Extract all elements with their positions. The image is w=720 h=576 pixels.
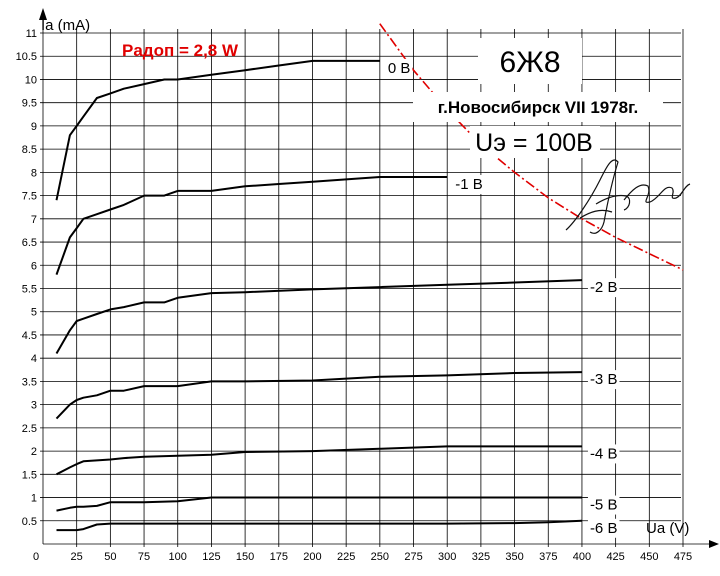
x-tick-label: 0 <box>33 551 39 563</box>
curve-labels: 0 В -1 В -2 В -3 В -4 В -5 В -6 В <box>385 58 620 538</box>
y-tick-label: 5.5 <box>22 284 37 296</box>
plate-curve <box>55 59 380 201</box>
x-tick-label: 475 <box>674 551 692 563</box>
curve-label: 0 В <box>388 60 411 77</box>
curve-label-background <box>587 444 620 464</box>
y-tick-label: 7 <box>31 214 37 226</box>
y-tick-label: 6.5 <box>22 237 37 249</box>
x-tick-label: 350 <box>505 551 523 563</box>
x-tick-label: 100 <box>169 551 187 563</box>
subtitle-box <box>413 92 663 122</box>
tick-labels: 0 25 50 75 100 125 150 175 200 225 250 275 300 325 350… <box>16 28 693 563</box>
y-tick-label: 7.5 <box>22 191 37 203</box>
curve-label: -3 В <box>590 371 618 388</box>
subtitle: г.Новосибирск VII 1978г. <box>438 98 639 117</box>
max-power-curve <box>379 23 684 271</box>
y-axis-arrow <box>39 8 47 20</box>
x-tick-label: 50 <box>104 551 116 563</box>
x-tick-label: 125 <box>202 551 220 563</box>
y-tick-label: 8 <box>31 167 37 179</box>
curve-label-background <box>587 370 620 390</box>
y-tick-label: 8.5 <box>22 144 37 156</box>
curve-label-background <box>587 518 620 538</box>
curve-label: -4 В <box>590 445 618 462</box>
title-box <box>478 38 582 84</box>
y-tick-label: 11 <box>26 28 37 40</box>
x-tick-label: 225 <box>337 551 355 563</box>
curve-label-background <box>587 495 620 515</box>
plate-curve <box>56 445 582 476</box>
y-tick-label: 10 <box>25 74 37 86</box>
plate-curves <box>55 59 582 532</box>
max-power-label: Рaдоп = 2,8 W <box>122 41 239 60</box>
plate-curve <box>55 371 582 420</box>
plate-curve <box>56 519 582 532</box>
curve-label: -6 В <box>590 520 618 537</box>
x-tick-label: 450 <box>640 551 658 563</box>
x-tick-label: 400 <box>573 551 591 563</box>
screen-voltage-box <box>470 126 600 158</box>
curve-label-background <box>385 58 413 78</box>
axes <box>39 8 719 548</box>
y-tick-label: 3 <box>31 400 37 412</box>
y-tick-label: 1.5 <box>22 469 37 481</box>
x-tick-label: 425 <box>606 551 624 563</box>
curve-label: -1 В <box>455 176 483 193</box>
x-axis-arrow <box>709 540 719 548</box>
x-tick-label: 325 <box>472 551 490 563</box>
x-tick-label: 75 <box>138 551 150 563</box>
max-power-hyperbola <box>379 23 684 271</box>
y-tick-label: 5 <box>31 307 37 319</box>
x-tick-label: 375 <box>539 551 557 563</box>
plate-curve <box>55 176 448 275</box>
curve-label-background <box>587 278 620 298</box>
y-tick-label: 2.5 <box>22 423 37 435</box>
curve-label-background <box>453 175 485 195</box>
y-axis-label: Ia (mA) <box>41 17 90 34</box>
x-tick-label: 300 <box>438 551 456 563</box>
x-tick-label: 200 <box>303 551 321 563</box>
tube-title: 6Ж8 <box>499 46 560 79</box>
y-tick-label: 0.5 <box>22 516 37 528</box>
x-axis-label: Ua (V) <box>646 520 689 537</box>
x-tick-label: 250 <box>371 551 389 563</box>
y-tick-label: 3.5 <box>22 376 37 388</box>
x-tick-label: 275 <box>404 551 422 563</box>
y-tick-label: 4.5 <box>22 330 37 342</box>
plate-curve <box>55 279 582 355</box>
y-tick-label: 10.5 <box>16 51 37 63</box>
y-tick-label: 9 <box>31 121 37 133</box>
y-tick-label: 6 <box>31 260 37 272</box>
x-tick-label: 25 <box>71 551 83 563</box>
y-tick-label: 9.5 <box>22 98 37 110</box>
y-tick-label: 1 <box>31 493 37 505</box>
y-tick-label: 4 <box>31 353 37 365</box>
curve-label: -5 В <box>590 497 618 514</box>
plate-curve <box>56 496 582 512</box>
y-tick-label: 2 <box>31 446 37 458</box>
x-tick-label: 175 <box>270 551 288 563</box>
screen-voltage-label: Uэ = 100В <box>475 129 593 157</box>
x-tick-label: 150 <box>236 551 254 563</box>
signature-drawing <box>565 159 691 234</box>
curve-label: -2 В <box>590 279 618 296</box>
